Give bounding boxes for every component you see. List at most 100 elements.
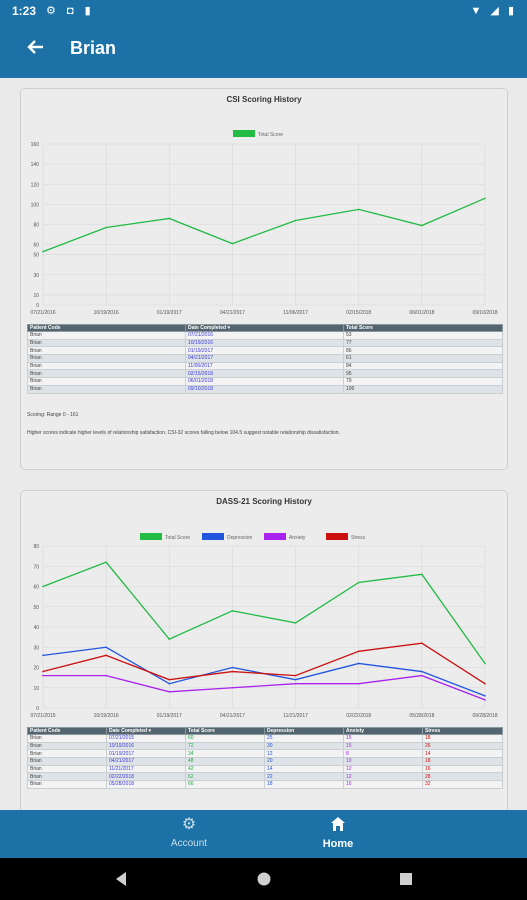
csi-cell: Brian <box>27 369 186 379</box>
table-row: Brian 02/22/2018 62 22 12 28 <box>27 772 503 782</box>
y-tick-label: 100 <box>31 202 40 208</box>
csi-cell: 01/19/2017 <box>185 346 344 356</box>
legend-label: Stress <box>351 535 366 541</box>
dass-col-anxiety: Anxiety <box>343 727 423 735</box>
dass-cell: 48 <box>185 757 265 766</box>
dass-cell: 8 <box>343 749 423 759</box>
data-point <box>105 674 107 677</box>
data-point <box>105 654 107 657</box>
dass-cell: Brian <box>27 764 107 774</box>
x-tick-label: 04/21/2017 <box>220 310 245 316</box>
dass-cell: 01/19/2017 <box>106 749 186 759</box>
csi-cell: 77 <box>343 338 503 348</box>
table-row: Brian 01/19/2017 34 12 8 14 <box>27 749 503 759</box>
dass-cell: 10 <box>343 757 423 766</box>
back-arrow-icon[interactable] <box>20 34 52 66</box>
dass-cell: 60 <box>185 734 265 743</box>
series-line <box>42 561 486 664</box>
data-point <box>294 622 297 624</box>
table-row: Brian 09/10/2018 106 <box>27 384 503 394</box>
data-point <box>294 674 297 677</box>
table-row: Brian 10/19/2016 72 30 15 26 <box>27 741 503 751</box>
dass-cell: 15 <box>343 741 423 751</box>
y-tick-label: 30 <box>33 273 39 279</box>
dass-cell: 10/19/2016 <box>106 741 186 751</box>
system-recents-icon[interactable] <box>396 869 416 889</box>
csi-card: CSI Scoring History 07/21/2016 10/19/2016… <box>20 88 508 470</box>
y-tick-label: 80 <box>33 223 39 229</box>
dass-cell: 18 <box>422 734 503 743</box>
data-point <box>484 662 486 665</box>
data-point <box>42 654 44 657</box>
nav-home-label: Home <box>322 838 354 850</box>
table-row: Brian 11/21/2017 42 14 12 16 <box>27 764 503 774</box>
nav-home-button[interactable]: Home <box>278 810 398 858</box>
csi-cell: Brian <box>27 354 186 363</box>
dass-cell: 04/21/2017 <box>106 757 186 766</box>
dass-cell: 12 <box>343 764 423 774</box>
dass-col-date[interactable]: Date Completed ▾ <box>106 727 186 735</box>
table-row: Brian 04/21/2017 61 <box>27 354 503 363</box>
table-row: Brian 07/21/2016 53 <box>27 331 503 340</box>
y-tick-label: 10 <box>33 293 39 299</box>
dass-cell: 42 <box>185 764 265 774</box>
x-tick-label: 10/19/2016 <box>94 310 119 316</box>
system-home-icon[interactable] <box>254 869 274 889</box>
scroll-content[interactable]: CSI Scoring History 07/21/2016 10/19/2016… <box>0 78 527 810</box>
data-point <box>357 650 360 653</box>
data-point <box>357 208 360 211</box>
csi-range-note: Scoring: Range 0 - 161 <box>27 412 79 418</box>
csi-cell: 95 <box>343 369 503 379</box>
legend-swatch <box>233 130 255 137</box>
x-tick-label: 11/06/2017 <box>283 310 308 316</box>
data-point <box>484 197 486 200</box>
csi-cell: Brian <box>27 338 186 348</box>
y-tick-label: 0 <box>36 303 39 309</box>
csi-interpretation-note: Higher scores indicate higher levels of … <box>27 430 340 436</box>
y-tick-label: 50 <box>33 605 39 611</box>
data-point <box>421 674 423 677</box>
data-point <box>421 642 423 644</box>
table-row: Brian 11/06/2017 84 <box>27 361 503 371</box>
legend-swatch <box>326 533 348 540</box>
csi-cell: Brian <box>27 361 186 371</box>
table-row: Brian 07/21/2015 60 25 15 18 <box>27 734 503 743</box>
y-tick-label: 60 <box>33 243 39 249</box>
data-point <box>421 573 423 576</box>
dass-cell: Brian <box>27 734 107 743</box>
notification-icons: ⚙ ◘ ▮ <box>46 5 95 17</box>
csi-chart-title: CSI Scoring History <box>226 95 302 104</box>
dass-cell: 18 <box>264 780 344 789</box>
system-back-icon[interactable] <box>112 869 132 889</box>
csi-cell: 02/15/2018 <box>185 369 344 379</box>
y-tick-label: 160 <box>31 142 40 148</box>
home-icon <box>278 816 398 834</box>
dass-cell: Brian <box>27 749 107 759</box>
dass-col-stress: Stress <box>422 727 503 735</box>
dass-cell: 26 <box>422 741 503 751</box>
y-tick-label: 120 <box>31 182 40 188</box>
y-tick-label: 140 <box>31 162 40 168</box>
dass-cell: 28 <box>422 772 503 782</box>
dass-cell: 34 <box>185 749 265 759</box>
x-tick-label: 01/19/2017 <box>157 310 182 316</box>
dass-cell: 22 <box>264 772 344 782</box>
x-tick-label: 09/28/2018 <box>472 713 497 719</box>
dass-cell: Brian <box>27 772 107 782</box>
data-point <box>421 670 423 673</box>
y-tick-label: 20 <box>33 666 39 672</box>
csi-col-date[interactable]: Date Completed ▾ <box>185 324 344 332</box>
data-point <box>421 224 423 227</box>
bottom-navigation: ⚙ Account Home <box>0 810 527 858</box>
data-point <box>231 242 234 245</box>
dass-cell: 12 <box>264 749 344 759</box>
dass-cell: 72 <box>185 741 265 751</box>
csi-cell: 86 <box>343 346 503 356</box>
csi-cell: Brian <box>27 384 186 394</box>
data-point <box>231 686 234 689</box>
dass-cell: 02/22/2018 <box>106 772 186 782</box>
dass-cell: 14 <box>422 749 503 759</box>
nav-account-button[interactable]: ⚙ Account <box>129 810 249 858</box>
legend-label: Depression <box>227 535 253 541</box>
app-bar: Brian <box>0 22 527 78</box>
